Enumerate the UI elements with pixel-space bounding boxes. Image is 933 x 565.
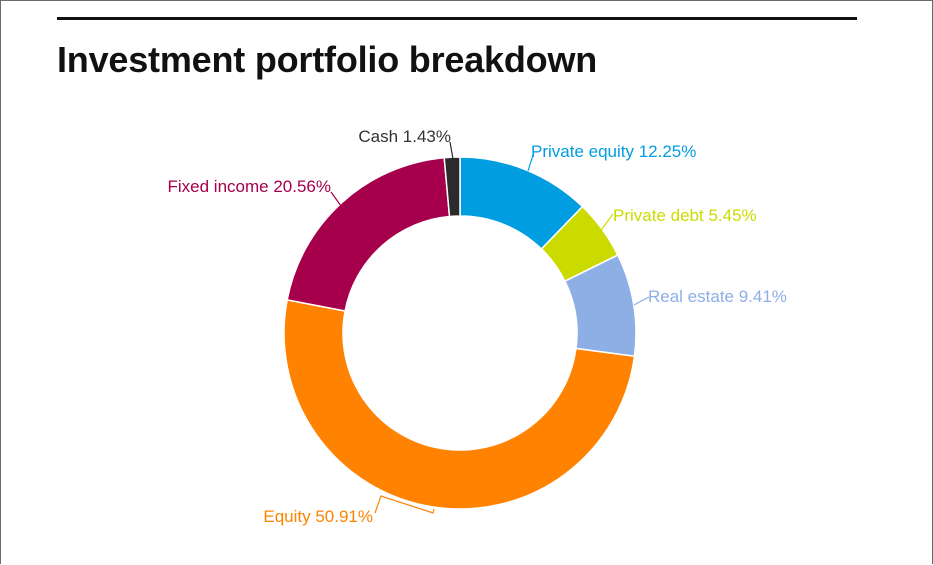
leader-fixed-income xyxy=(330,191,342,207)
leader-private-debt xyxy=(598,213,614,234)
label-private-debt: Private debt 5.45% xyxy=(613,206,757,225)
slice-cash xyxy=(443,156,461,218)
slice-equity xyxy=(283,299,636,510)
donut-slices xyxy=(283,156,637,510)
leader-private-equity xyxy=(527,154,534,172)
leader-cash xyxy=(449,141,454,160)
leader-real-estate xyxy=(633,296,650,306)
top-rule xyxy=(57,17,857,20)
label-leaders xyxy=(330,141,650,514)
label-fixed-income: Fixed income 20.56% xyxy=(168,177,331,196)
chart-title: Investment portfolio breakdown xyxy=(57,39,598,80)
label-private-equity: Private equity 12.25% xyxy=(531,142,696,161)
label-equity: Equity 50.91% xyxy=(263,507,373,526)
label-real-estate: Real estate 9.41% xyxy=(648,287,787,306)
slice-labels: Private equity 12.25% Private debt 5.45% R… xyxy=(168,127,787,526)
label-cash: Cash 1.43% xyxy=(358,127,451,146)
leader-equity xyxy=(374,495,435,514)
